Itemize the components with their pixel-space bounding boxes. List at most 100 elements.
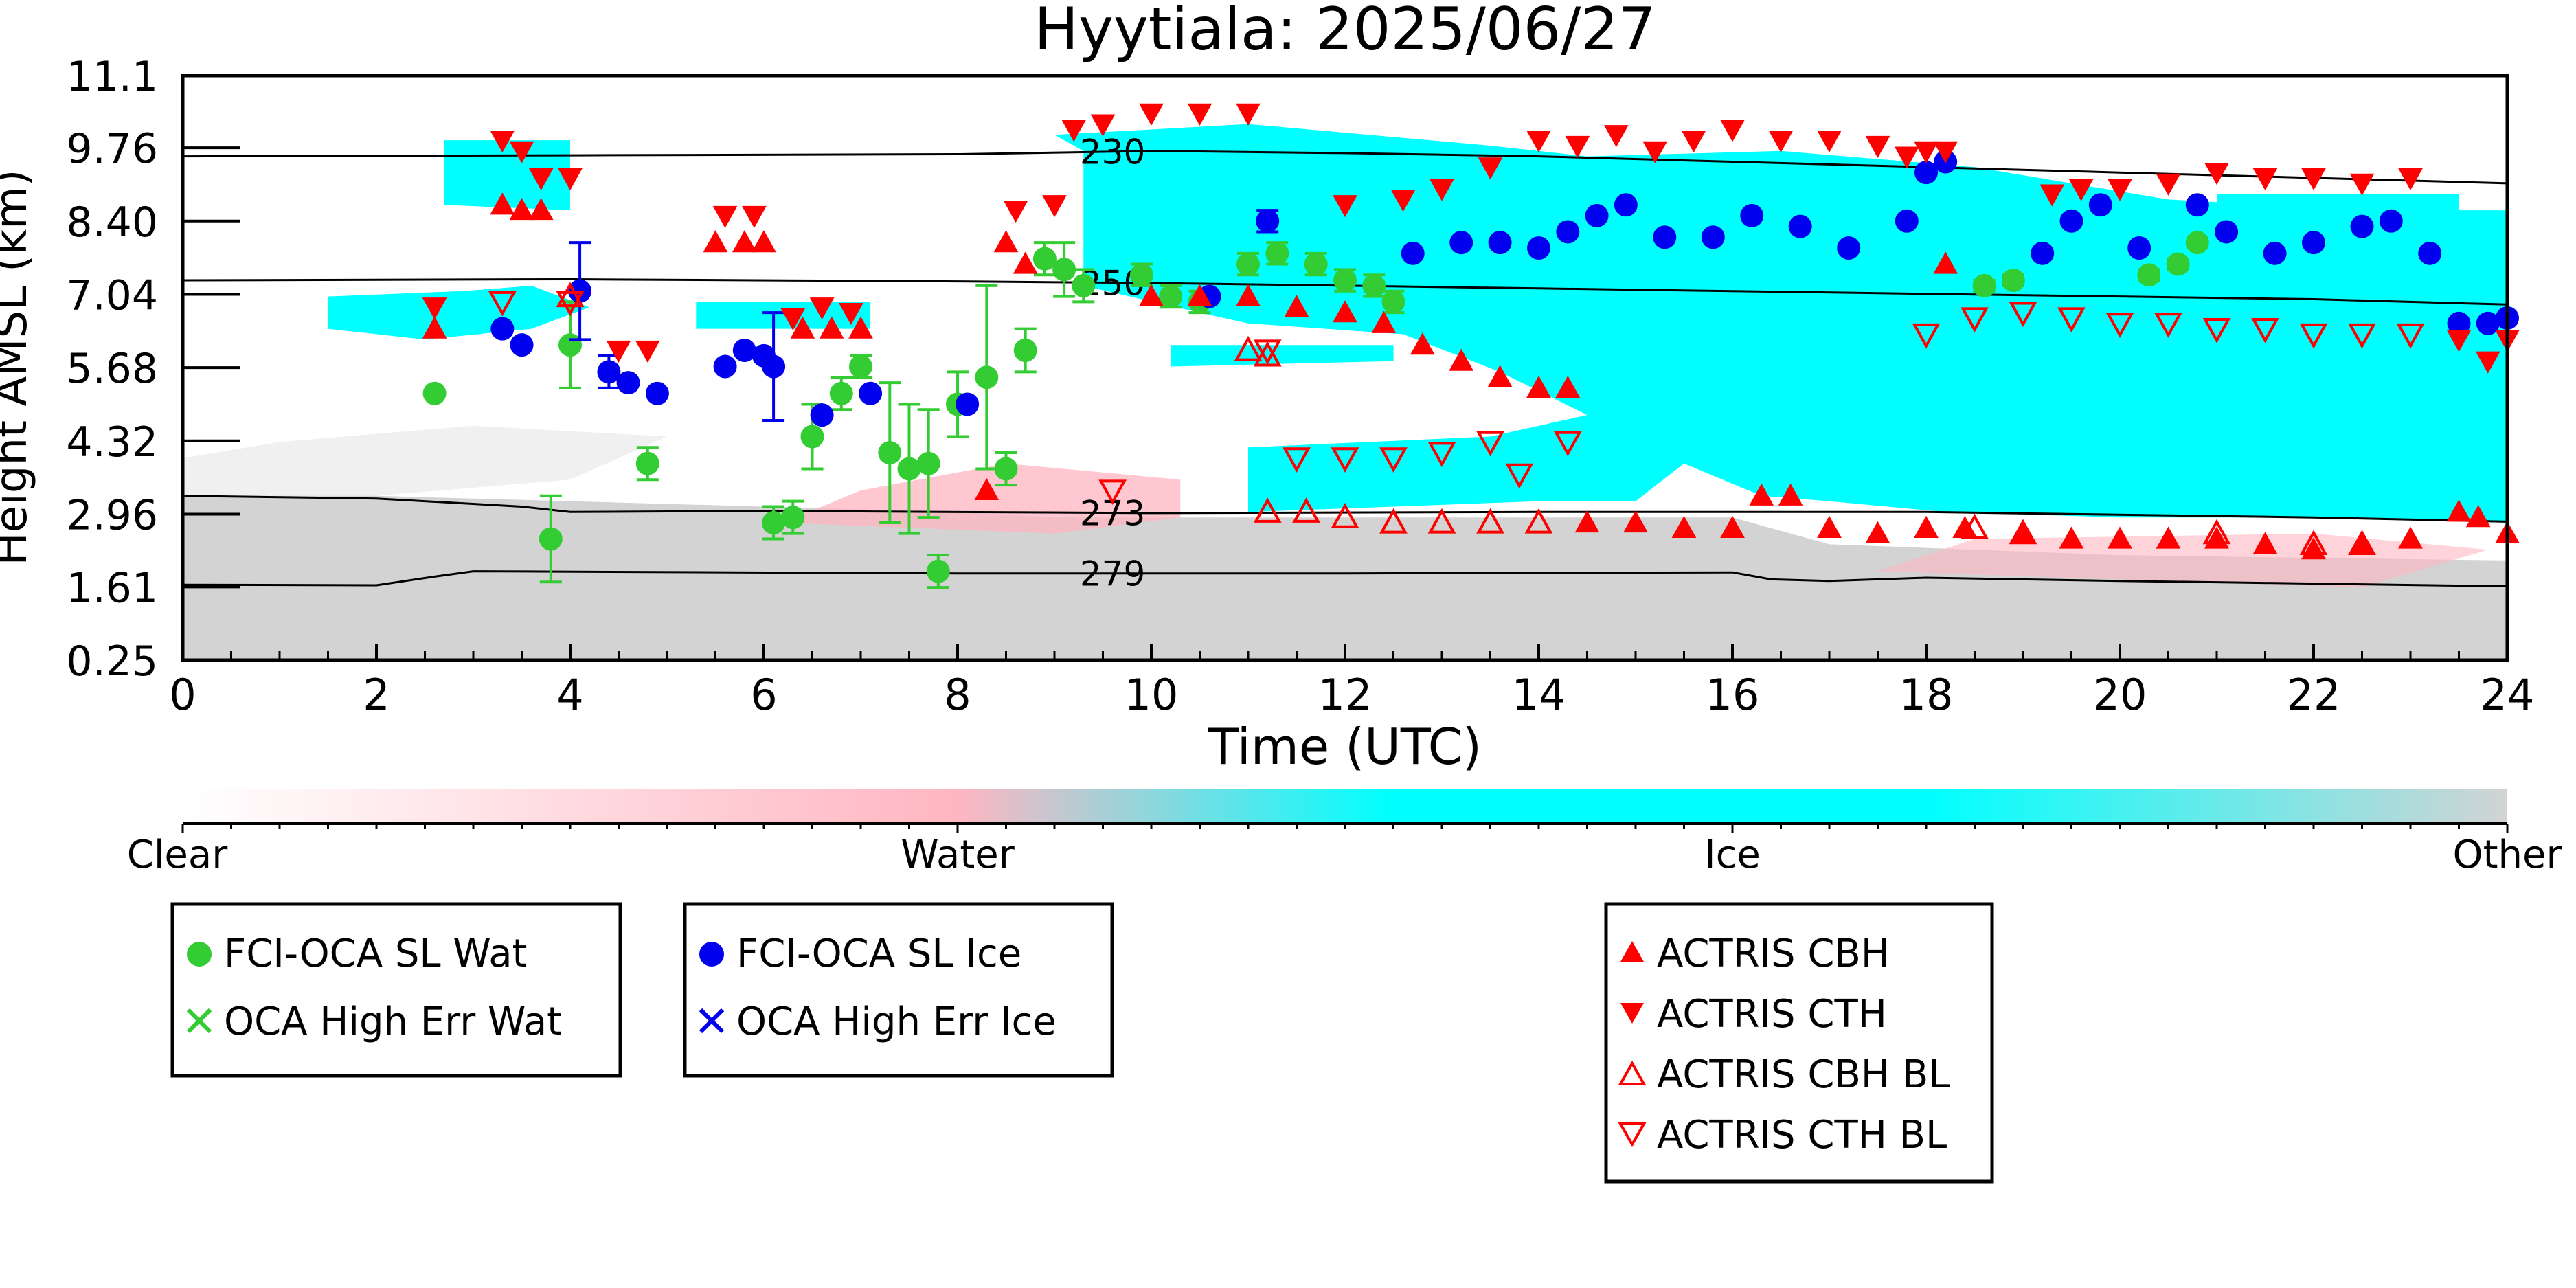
fci-oca-sl-wat-point bbox=[1381, 290, 1405, 314]
fci-oca-sl-ice-point bbox=[1837, 236, 1861, 260]
x-tick-label: 18 bbox=[1899, 670, 1954, 720]
fci-oca-sl-wat-point bbox=[916, 451, 940, 475]
fci-oca-sl-wat-point bbox=[1129, 263, 1153, 287]
actris-cth-bl-point bbox=[1427, 442, 1456, 468]
colorbar-ticks bbox=[181, 824, 2509, 833]
fci-oca-sl-wat-point bbox=[1362, 273, 1386, 297]
x-tick-label: 12 bbox=[1318, 670, 1372, 720]
legend-frame bbox=[1604, 902, 1994, 1184]
fci-oca-sl-ice-point bbox=[1914, 161, 1938, 185]
contour-label-279: 279 bbox=[1080, 554, 1145, 594]
actris-cth-bl-point bbox=[2348, 323, 2376, 349]
actris-cbh-bl-point bbox=[1379, 508, 1408, 534]
actris-cth-point bbox=[2068, 179, 2094, 201]
legend-box-actris: ACTRIS CBH ACTRIS CTH ACTRIS CBH BL ACTR… bbox=[1604, 902, 1994, 1184]
fci-oca-sl-wat-point bbox=[1333, 269, 1357, 293]
actris-cth-point bbox=[528, 168, 554, 191]
fci-oca-sl-wat-point bbox=[781, 506, 805, 530]
colorbar-label-water: Water bbox=[901, 833, 1015, 877]
fci-oca-sl-wat-point bbox=[800, 425, 824, 449]
fci-oca-sl-ice-point bbox=[1527, 236, 1550, 260]
legend-frame bbox=[683, 902, 1114, 1078]
fci-oca-sl-wat-point bbox=[1052, 258, 1076, 282]
actris-cbh-point bbox=[1139, 284, 1164, 306]
actris-cth-point bbox=[1865, 135, 1890, 158]
actris-cth-bl-point bbox=[1476, 431, 1504, 457]
actris-cth-point bbox=[1603, 125, 1629, 148]
actris-cth-bl-point bbox=[2154, 313, 2182, 338]
actris-cbh-point bbox=[974, 477, 999, 501]
actris-cbh-point bbox=[2059, 526, 2084, 549]
actris-cth-point bbox=[635, 340, 660, 363]
fci-oca-sl-ice-point bbox=[1653, 225, 1677, 249]
actris-cth-bl-point bbox=[2202, 318, 2231, 343]
legend-label-oca-high-err-ice: OCA High Err Ice bbox=[736, 999, 1057, 1044]
actris-cbh-point bbox=[703, 230, 728, 253]
ice-region-band bbox=[1171, 345, 1394, 367]
chart-title: Hyytiala: 2025/06/27 bbox=[1034, 0, 1656, 64]
fci-oca-sl-wat-point bbox=[558, 333, 582, 357]
fci-oca-sl-wat-point bbox=[2137, 263, 2161, 287]
fci-oca-sl-wat-point bbox=[2185, 231, 2209, 255]
y-tick-label: 11.1 bbox=[66, 53, 158, 101]
actris-cth-point bbox=[2204, 163, 2229, 185]
x-tick-label: 20 bbox=[2093, 670, 2147, 720]
actris-cbh-bl-point bbox=[2299, 530, 2328, 555]
actris-cth-point bbox=[712, 205, 738, 228]
actris-cbh-point bbox=[1410, 332, 1435, 355]
actris-cbh-point bbox=[528, 198, 554, 221]
contour-line-279 bbox=[183, 570, 2507, 587]
fci-oca-sl-ice-point bbox=[732, 339, 756, 363]
actris-cbh-point bbox=[848, 316, 873, 339]
legend-label-oca-high-err-wat: OCA High Err Wat bbox=[224, 999, 562, 1044]
legend-marker-oca-high-err-ice bbox=[699, 1008, 725, 1034]
fci-oca-sl-ice-point bbox=[1449, 231, 1473, 255]
water-region-low-right bbox=[1877, 533, 2488, 588]
legend-marker-actris-cbh bbox=[1620, 941, 1644, 962]
series-fci-oca-sl-wat bbox=[422, 231, 2209, 589]
actris-cth-point bbox=[1139, 103, 1164, 126]
x-tick-label: 16 bbox=[1706, 670, 1760, 720]
contour-label-230: 230 bbox=[1080, 133, 1145, 172]
actris-cth-point bbox=[2252, 168, 2278, 191]
legend-label-actris-cth-bl: ACTRIS CTH BL bbox=[1657, 1113, 1947, 1157]
y-axis: 0.25 1.61 2.96 4.32 5.68 7.04 8.40 9.76 11.1 bbox=[66, 53, 240, 686]
x-tick-label: 14 bbox=[1512, 670, 1566, 720]
actris-cth-bl-point bbox=[2105, 313, 2134, 338]
actris-cth-point bbox=[1565, 135, 1590, 158]
legend-marker-actris-cth bbox=[1620, 1003, 1644, 1024]
actris-cbh-point bbox=[2465, 505, 2491, 528]
y-tick-label: 5.68 bbox=[66, 345, 158, 393]
actris-cbh-bl-point bbox=[1524, 508, 1553, 534]
colorbar-label-clear: Clear bbox=[127, 833, 228, 877]
fci-oca-sl-ice-point bbox=[1256, 209, 1280, 233]
actris-cbh-point bbox=[1284, 295, 1309, 317]
actris-cth-point bbox=[490, 131, 515, 153]
actris-cbh-point bbox=[1671, 515, 1697, 538]
actris-cth-bl-point bbox=[2299, 323, 2328, 349]
x-axis: 0 2 4 6 8 10 12 14 16 18 20 22 24 bbox=[169, 644, 2534, 720]
actris-cth-point bbox=[1061, 120, 1087, 142]
actris-cbh-point bbox=[1865, 521, 1890, 543]
y-tick-label: 7.04 bbox=[66, 271, 158, 319]
actris-cth-point bbox=[2040, 184, 2065, 207]
actris-cbh-point bbox=[2156, 526, 2181, 549]
fci-oca-sl-wat-point bbox=[539, 527, 563, 551]
fci-oca-sl-ice-point bbox=[1614, 193, 1638, 217]
actris-cbh-point bbox=[1914, 515, 1939, 538]
actris-cth-bl-point bbox=[1505, 463, 1534, 489]
contour-line-250 bbox=[183, 278, 2507, 306]
actris-cth-point bbox=[1681, 131, 1706, 153]
x-tick-label: 4 bbox=[556, 670, 583, 720]
actris-cth-point bbox=[742, 205, 767, 228]
actris-cth-point bbox=[2301, 168, 2326, 191]
x-axis-label: Time (UTC) bbox=[1208, 718, 1482, 776]
actris-cbh-point bbox=[1778, 483, 1803, 506]
actris-cth-point bbox=[780, 308, 806, 330]
actris-cbh-point bbox=[2011, 521, 2035, 543]
ice-region-high-right bbox=[2217, 194, 2459, 243]
actris-cbh-point bbox=[1933, 251, 1958, 274]
fci-oca-sl-wat-point bbox=[926, 559, 950, 583]
fci-oca-sl-ice-point bbox=[1401, 241, 1425, 265]
